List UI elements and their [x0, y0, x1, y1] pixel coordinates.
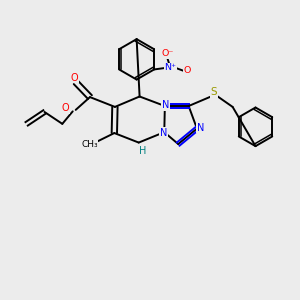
Text: O: O — [70, 73, 78, 83]
Text: S: S — [211, 87, 217, 97]
Text: H: H — [140, 146, 147, 156]
Text: N⁺: N⁺ — [164, 64, 176, 73]
Text: O⁻: O⁻ — [162, 49, 174, 58]
Text: O: O — [61, 103, 69, 113]
Text: N: N — [197, 123, 204, 133]
Text: N: N — [162, 100, 169, 110]
Text: O: O — [184, 66, 191, 75]
Text: N: N — [160, 128, 167, 138]
Text: CH₃: CH₃ — [81, 140, 98, 149]
